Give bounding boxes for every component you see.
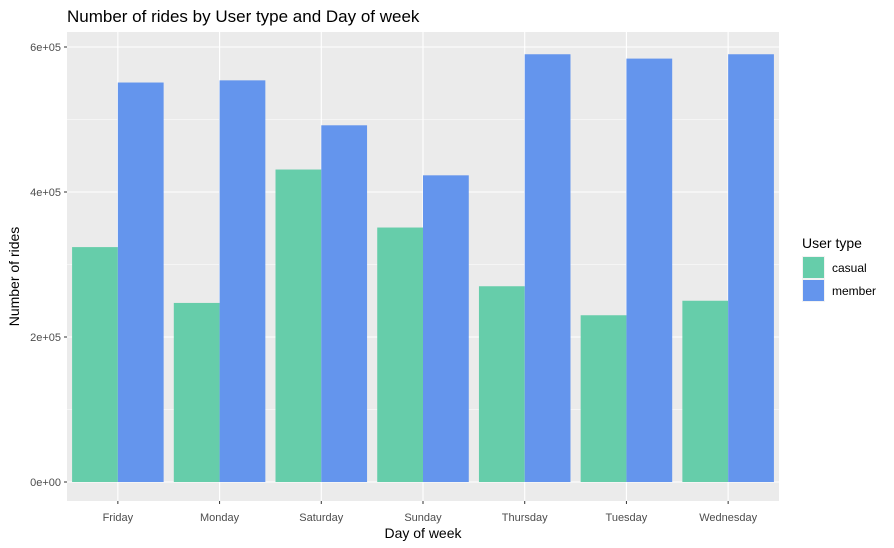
- y-tick-label: 2e+05: [30, 332, 61, 344]
- legend-label-member: member: [832, 284, 876, 298]
- x-tick-label: Saturday: [299, 512, 344, 524]
- bar-member-monday: [219, 80, 266, 482]
- bar-member-wednesday: [728, 54, 774, 482]
- bar-member-friday: [117, 82, 164, 483]
- bar-casual-monday: [173, 302, 220, 482]
- bar-casual-saturday: [275, 169, 322, 482]
- chart-title: Number of rides by User type and Day of …: [67, 7, 420, 26]
- y-tick-label: 0e+00: [30, 477, 61, 489]
- bars: [72, 54, 774, 483]
- bar-casual-sunday: [377, 227, 423, 482]
- legend: User type casual member: [802, 235, 876, 302]
- x-tick-label: Friday: [103, 512, 134, 524]
- legend-title: User type: [802, 235, 862, 251]
- x-tick-label: Sunday: [404, 512, 442, 524]
- x-tick-label: Thursday: [502, 512, 548, 524]
- x-axis: Friday Monday Saturday Sunday Thursday Tuesda…: [103, 501, 758, 524]
- x-axis-title: Day of week: [384, 525, 462, 541]
- x-tick-label: Monday: [200, 512, 240, 524]
- bar-member-thursday: [524, 54, 571, 482]
- bar-casual-tuesday: [580, 315, 627, 482]
- bar-casual-thursday: [478, 286, 525, 482]
- y-tick-label: 4e+05: [30, 187, 61, 199]
- y-axis-title: Number of rides: [6, 227, 22, 327]
- y-axis: 0e+00 2e+05 4e+05 6e+05: [30, 42, 67, 489]
- bar-member-saturday: [321, 125, 368, 483]
- bar-casual-friday: [72, 247, 118, 482]
- y-tick-label: 6e+05: [30, 42, 61, 54]
- bar-casual-wednesday: [682, 300, 729, 482]
- bar-member-sunday: [423, 175, 469, 482]
- x-tick-label: Wednesday: [699, 512, 757, 524]
- x-tick-label: Tuesday: [606, 512, 648, 524]
- legend-label-casual: casual: [832, 261, 867, 275]
- legend-swatch-casual: [803, 257, 824, 278]
- legend-items: casual member: [802, 256, 876, 302]
- legend-swatch-member: [803, 280, 824, 301]
- bar-member-tuesday: [626, 58, 673, 482]
